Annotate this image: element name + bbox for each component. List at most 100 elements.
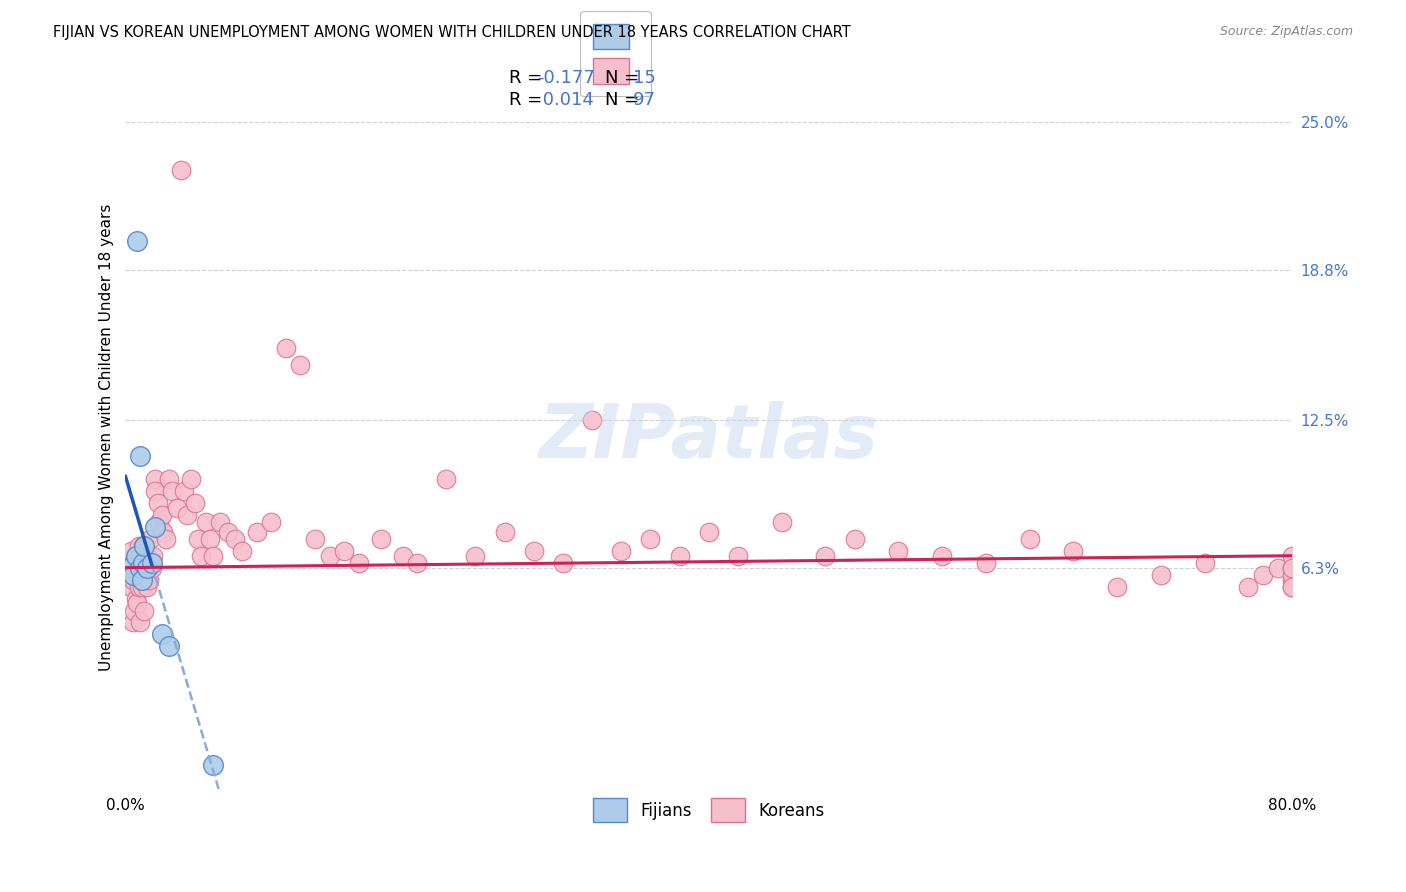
Text: 0.014: 0.014 (537, 91, 593, 109)
Point (150, 627, 173, 641)
Point (224, 532, 246, 546)
Point (844, 532, 866, 546)
Text: R =: R = (509, 69, 548, 87)
Point (198, 532, 221, 546)
Point (122, 603, 145, 617)
Text: 15: 15 (633, 69, 655, 87)
Legend: Fijians, Koreans: Fijians, Koreans (582, 787, 837, 834)
Point (129, 615, 152, 630)
Point (118, 560, 141, 574)
Point (304, 532, 326, 546)
Point (121, 556, 143, 570)
Point (551, 556, 574, 570)
Point (131, 556, 153, 570)
Point (231, 544, 253, 558)
Point (1267, 560, 1289, 574)
Point (132, 573, 155, 587)
Point (138, 573, 160, 587)
Point (931, 549, 953, 563)
Point (146, 496, 169, 510)
Point (150, 508, 173, 523)
Y-axis label: Unemployment Among Women with Children Under 18 years: Unemployment Among Women with Children U… (100, 204, 114, 672)
Point (142, 549, 165, 563)
Point (139, 532, 162, 546)
Point (887, 544, 910, 558)
Point (370, 532, 392, 546)
Point (187, 532, 209, 546)
Text: R =: R = (509, 91, 548, 109)
Point (391, 549, 413, 563)
Point (118, 560, 141, 574)
Point (129, 560, 152, 574)
Text: Source: ZipAtlas.com: Source: ZipAtlas.com (1219, 25, 1353, 38)
Point (160, 484, 183, 499)
Point (1251, 567, 1274, 582)
Point (1062, 544, 1084, 558)
Point (121, 567, 143, 582)
Text: 97: 97 (633, 91, 655, 109)
Text: ZIPatlas: ZIPatlas (538, 401, 879, 475)
Point (132, 539, 155, 553)
Point (1281, 580, 1303, 594)
Point (131, 580, 153, 594)
Point (1281, 549, 1303, 563)
Point (129, 549, 152, 563)
Point (157, 473, 180, 487)
Point (640, 532, 662, 546)
Point (134, 560, 156, 574)
Point (180, 473, 202, 487)
Point (143, 484, 166, 499)
Point (1018, 532, 1040, 546)
Point (125, 549, 148, 563)
Point (134, 539, 156, 553)
Point (129, 449, 152, 463)
Point (184, 496, 207, 510)
Point (260, 516, 283, 530)
Point (464, 549, 486, 563)
Point (201, 549, 224, 563)
Point (121, 573, 143, 587)
Point (166, 501, 188, 516)
Point (132, 556, 155, 570)
Text: FIJIAN VS KOREAN UNEMPLOYMENT AMONG WOMEN WITH CHILDREN UNDER 18 YEARS CORRELATI: FIJIAN VS KOREAN UNEMPLOYMENT AMONG WOME… (53, 25, 851, 40)
Point (1281, 560, 1303, 574)
Point (194, 516, 217, 530)
Point (135, 544, 157, 558)
Point (406, 556, 429, 570)
Point (129, 567, 152, 582)
Point (120, 580, 142, 594)
Point (581, 413, 603, 427)
Point (1237, 580, 1260, 594)
Point (347, 556, 370, 570)
Point (333, 544, 356, 558)
Point (141, 556, 163, 570)
Point (152, 524, 174, 539)
Point (176, 508, 198, 523)
Point (494, 524, 516, 539)
Point (1281, 573, 1303, 587)
Point (173, 484, 195, 499)
Point (127, 560, 149, 574)
Point (1107, 580, 1129, 594)
Point (141, 560, 163, 574)
Point (727, 549, 749, 563)
Point (246, 524, 269, 539)
Point (128, 539, 150, 553)
Text: -0.177: -0.177 (537, 69, 595, 87)
Point (318, 549, 340, 563)
Point (127, 596, 149, 610)
Point (1281, 567, 1303, 582)
Point (814, 549, 837, 563)
Point (290, 358, 312, 372)
Point (125, 591, 148, 606)
Point (148, 516, 170, 530)
Point (143, 473, 166, 487)
Point (1281, 580, 1303, 594)
Point (523, 544, 546, 558)
Point (1194, 556, 1216, 570)
Point (217, 524, 239, 539)
Point (201, 758, 224, 772)
Text: N =: N = (605, 69, 644, 87)
Point (668, 549, 690, 563)
Point (136, 556, 159, 570)
